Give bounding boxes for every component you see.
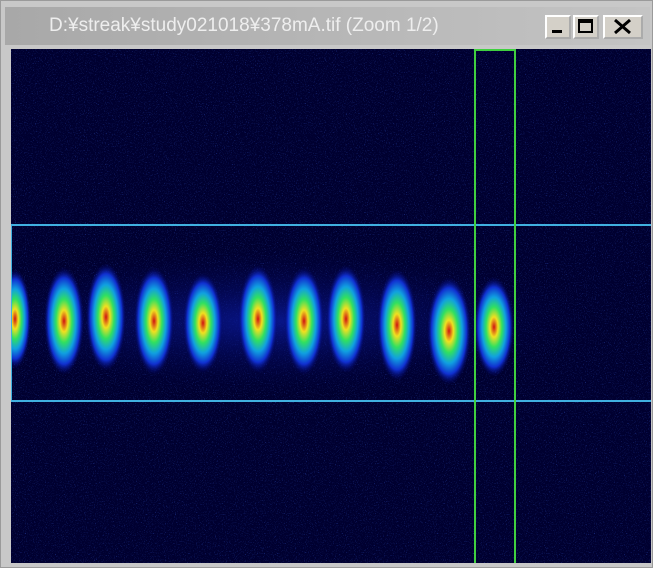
maximize-button[interactable] — [573, 15, 599, 39]
close-icon — [605, 17, 641, 37]
pulse — [474, 277, 514, 377]
icon-shape — [615, 20, 630, 33]
icon-shape — [552, 30, 562, 33]
image-view — [11, 49, 651, 563]
body: D:¥streak¥study021018¥378mA.tif (Zoom 1/… — [0, 0, 653, 568]
pulse — [44, 267, 84, 375]
window-title: D:¥streak¥study021018¥378mA.tif (Zoom 1/… — [49, 15, 529, 37]
pulse — [377, 269, 417, 381]
minimize-button[interactable] — [545, 15, 571, 39]
pulse — [284, 267, 324, 375]
maximize-icon — [575, 17, 597, 37]
window: D:¥streak¥study021018¥378mA.tif (Zoom 1/… — [0, 0, 653, 568]
pulse — [86, 263, 126, 371]
page: {"window": {"title": "D:¥streak¥study021… — [0, 0, 653, 568]
icon-shape — [579, 20, 592, 23]
pulse — [427, 277, 471, 385]
pulse — [183, 273, 223, 373]
minimize-icon — [547, 17, 569, 37]
pulse — [134, 267, 174, 375]
close-button[interactable] — [603, 15, 643, 39]
pulse — [238, 265, 278, 373]
pulse — [326, 265, 366, 373]
